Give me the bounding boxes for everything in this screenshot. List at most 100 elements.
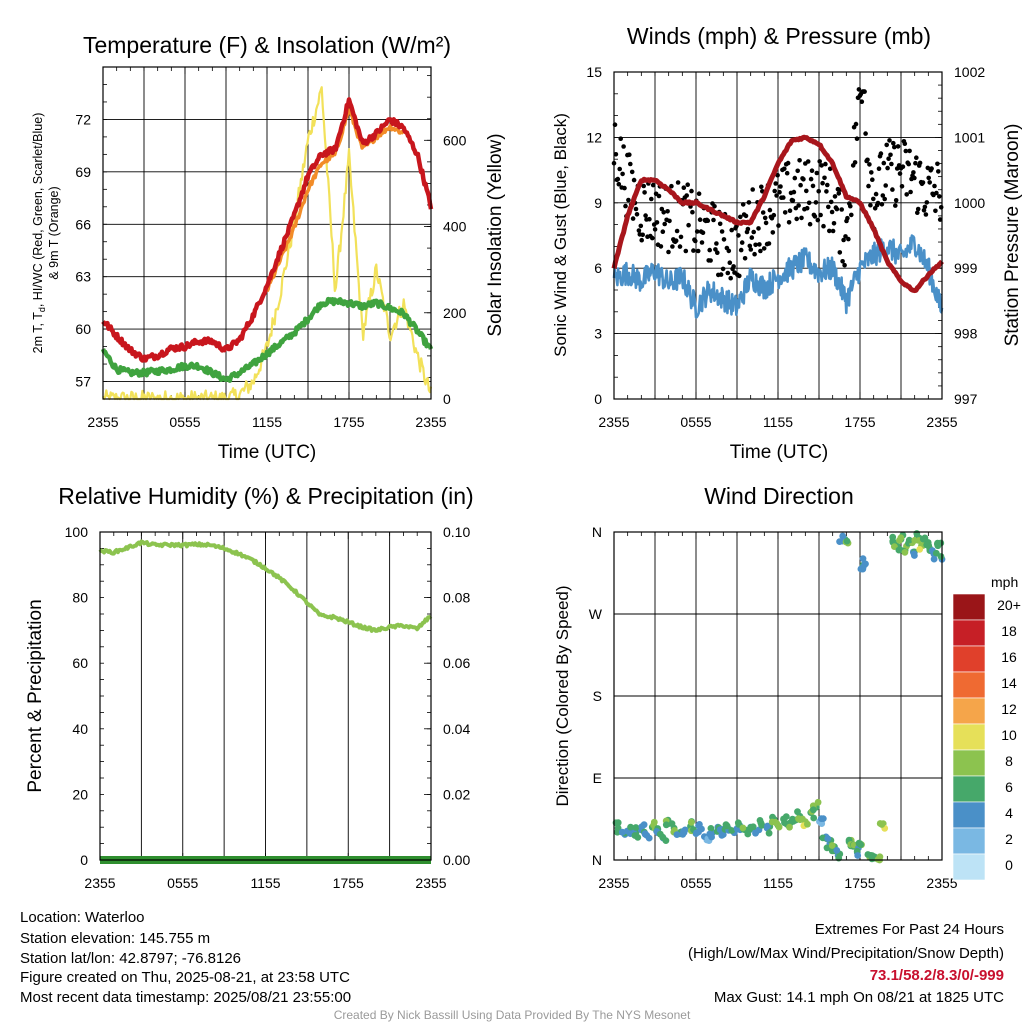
gust-point [700, 230, 706, 235]
gust-point [801, 177, 806, 182]
y-tick-label: 40 [72, 721, 88, 737]
gust-point [828, 199, 834, 205]
direction-point [687, 818, 695, 826]
direction-point [707, 825, 715, 832]
station-info: Location: Waterloo Station elevation: 14… [20, 909, 351, 1006]
y2-tick-label: 0.04 [443, 721, 470, 737]
gust-point [660, 229, 666, 234]
direction-title: Wind Direction [704, 483, 854, 509]
gust-point [887, 138, 892, 143]
direction-point [819, 815, 827, 822]
gust-point [804, 205, 810, 211]
temperature-grid [102, 66, 432, 400]
gust-point [816, 189, 821, 194]
series-relative-humidity [98, 539, 433, 633]
temperature-plot-frame [102, 66, 432, 400]
gust-point [630, 216, 636, 221]
direction-point [782, 813, 790, 820]
gust-point [628, 161, 633, 167]
direction-point [824, 835, 832, 842]
temperature-ylabel-line2: & 9m T (Orange) [47, 186, 61, 279]
direction-point [828, 842, 836, 849]
gust-point [752, 251, 757, 257]
gust-point [751, 229, 756, 235]
gust-point [705, 218, 711, 223]
direction-point [923, 541, 931, 549]
x-tick-label: 2355 [926, 414, 957, 430]
gust-point [675, 180, 681, 185]
gust-point [738, 214, 743, 220]
gust-point [748, 247, 754, 252]
gust-point [806, 200, 812, 206]
gust-point [799, 215, 804, 221]
colorbar-label: 16 [1001, 649, 1017, 665]
y-tick-label: N [592, 524, 602, 540]
y-tick-label: 57 [75, 374, 91, 390]
gust-point [890, 187, 895, 192]
gust-point [677, 244, 683, 249]
y-tick-label: 60 [72, 655, 88, 671]
extremes-legend: (High/Low/Max Wind/Precipitation/Snow De… [688, 945, 1004, 962]
temperature-y2-ticks: 0 200 400 600 [443, 132, 467, 407]
gust-point [903, 148, 909, 154]
gust-point [776, 223, 781, 228]
winds-ylabel: Sonic Wind & Gust (Blue, Black) [551, 113, 570, 357]
direction-point [673, 831, 681, 838]
gust-point [717, 221, 723, 227]
gust-point [853, 121, 859, 127]
gust-point [661, 210, 666, 215]
gust-point [875, 200, 881, 206]
colorbar-swatch [952, 723, 986, 751]
gust-point [696, 191, 702, 196]
direction-point [810, 806, 817, 814]
gust-point [697, 217, 703, 222]
x-tick-label: 1755 [333, 414, 364, 430]
humidity-panel: Relative Humidity (%) & Precipitation (i… [25, 483, 474, 891]
gust-point [684, 193, 689, 198]
gust-point [718, 272, 724, 277]
direction-point [693, 829, 700, 837]
gust-point [804, 188, 809, 194]
extremes-values: 73.1/58.2/8.3/0/-999 [870, 967, 1004, 984]
direction-point [662, 821, 670, 829]
colorbar-swatch [952, 853, 986, 881]
gust-point [868, 202, 873, 208]
direction-point [836, 538, 843, 545]
gust-point [620, 171, 625, 177]
winds-title: Winds (mph) & Pressure (mb) [627, 23, 931, 49]
gust-point [618, 136, 623, 141]
x-tick-label: 1155 [252, 414, 282, 430]
colorbar-label: 8 [1005, 753, 1013, 769]
info-recent: Most recent data timestamp: 2025/08/21 2… [20, 989, 351, 1006]
extremes-info: Extremes For Past 24 Hours (High/Low/Max… [688, 921, 1004, 1006]
y2-tick-label: 0.00 [443, 852, 470, 868]
gust-point [683, 248, 689, 254]
gust-point [902, 141, 908, 146]
y-tick-label: 3 [594, 326, 602, 342]
gust-point [817, 159, 822, 164]
direction-point [772, 818, 779, 826]
direction-plot-frame [613, 531, 943, 861]
gust-point [880, 193, 886, 198]
direction-point [910, 550, 918, 558]
direction-point [749, 823, 757, 831]
direction-point [614, 819, 622, 827]
gust-point [715, 250, 720, 255]
gust-point [707, 247, 712, 253]
direction-point [723, 822, 731, 830]
gust-point [774, 193, 779, 198]
winds-grid [613, 71, 943, 400]
gust-point [689, 188, 694, 194]
gust-point [746, 200, 752, 205]
winds-panel: Winds (mph) & Pressure (mb) 2355 0555 1155… [551, 23, 1023, 463]
y2-tick-label: 1000 [954, 195, 985, 211]
colorbar-swatch [952, 671, 986, 699]
series-2m-td [100, 296, 434, 383]
direction-point [680, 829, 688, 836]
gust-point [785, 160, 791, 166]
gust-point [792, 175, 798, 181]
gust-point [759, 184, 764, 190]
gust-point [760, 210, 766, 215]
gust-point [690, 209, 695, 215]
